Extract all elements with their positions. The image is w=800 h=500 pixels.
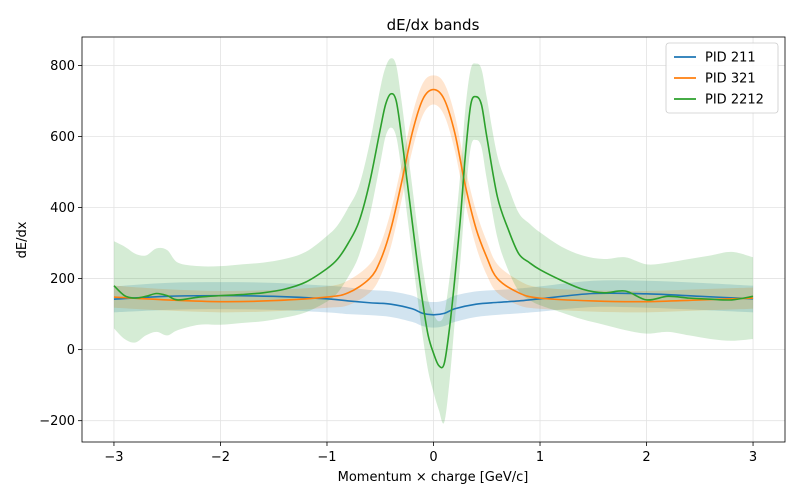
x-tick-label: 0 bbox=[429, 450, 437, 465]
x-axis-label: Momentum × charge [GeV/c] bbox=[338, 470, 529, 485]
legend-box bbox=[665, 42, 779, 114]
y-tick-label: 0 bbox=[67, 343, 75, 358]
x-tick-label: −1 bbox=[317, 450, 336, 465]
y-tick-label: −200 bbox=[39, 414, 75, 429]
x-tick-label: 2 bbox=[642, 450, 650, 465]
legend-label: PID 211 bbox=[705, 51, 756, 66]
y-axis-label: dE/dx bbox=[15, 221, 30, 258]
legend-label: PID 321 bbox=[705, 72, 756, 87]
band-series-2 bbox=[113, 58, 754, 424]
x-tick-label: −3 bbox=[104, 450, 123, 465]
legend: PID 211 PID 321 PID 2212 bbox=[665, 42, 779, 114]
y-tick-label: 200 bbox=[50, 272, 75, 287]
chart-title: dE/dx bands bbox=[387, 16, 480, 34]
series-lines bbox=[113, 88, 754, 369]
legend-label: PID 2212 bbox=[705, 93, 764, 108]
y-tick-label: 800 bbox=[50, 59, 75, 74]
grid bbox=[82, 37, 785, 442]
line-series-1 bbox=[113, 88, 754, 303]
x-tick-label: 1 bbox=[536, 450, 544, 465]
y-tick-label: 600 bbox=[50, 130, 75, 145]
x-tick-label: −2 bbox=[211, 450, 230, 465]
line-series-2 bbox=[113, 92, 754, 369]
y-tick-label: 400 bbox=[50, 201, 75, 216]
x-axis-ticks: −3 −2 −1 0 1 2 3 bbox=[104, 442, 757, 465]
y-axis-ticks: −200 0 200 400 600 800 bbox=[39, 59, 82, 429]
x-tick-label: 3 bbox=[749, 450, 757, 465]
line-series-0 bbox=[113, 292, 754, 316]
